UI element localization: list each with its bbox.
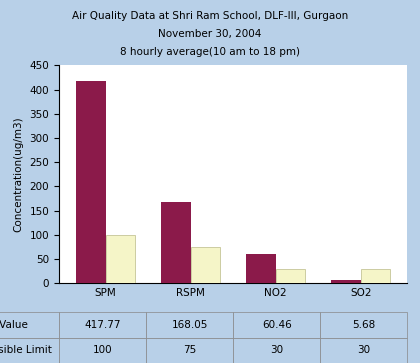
Text: November 30, 2004: November 30, 2004 xyxy=(158,29,262,39)
Bar xyxy=(191,247,220,283)
Bar xyxy=(161,202,191,283)
Bar xyxy=(105,235,135,283)
Bar xyxy=(246,254,276,283)
Text: 8 hourly average(10 am to 18 pm): 8 hourly average(10 am to 18 pm) xyxy=(120,47,300,57)
Y-axis label: Concentration(ug/m3): Concentration(ug/m3) xyxy=(14,117,24,232)
Bar xyxy=(276,269,305,283)
Bar xyxy=(331,280,361,283)
Bar xyxy=(361,269,391,283)
Bar xyxy=(76,81,105,283)
Text: Air Quality Data at Shri Ram School, DLF-III, Gurgaon: Air Quality Data at Shri Ram School, DLF… xyxy=(72,11,348,21)
